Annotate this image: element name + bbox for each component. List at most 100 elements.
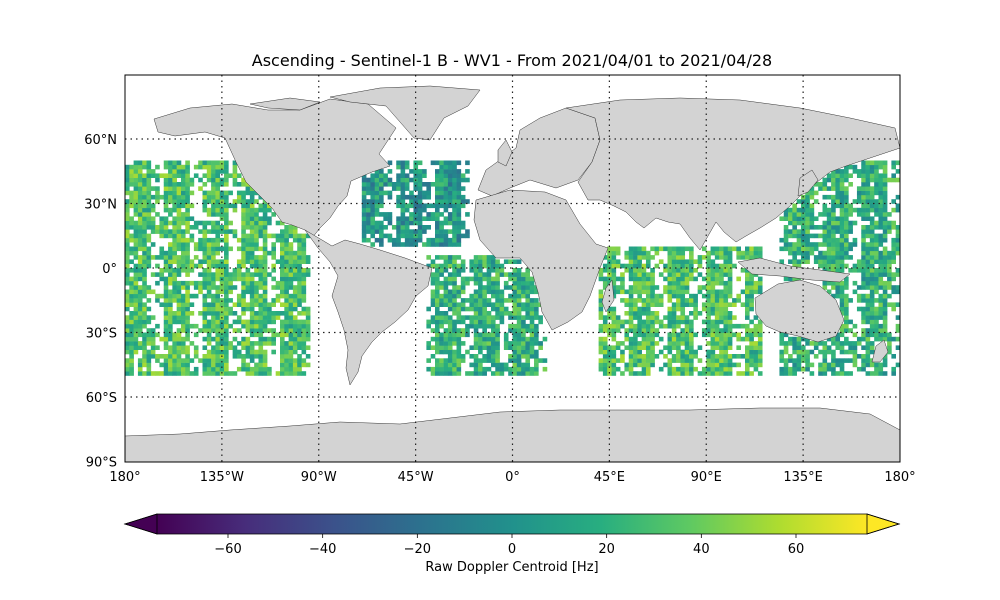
lon-tick-label: 180° [109, 470, 140, 485]
heatmap-cell [452, 366, 457, 372]
heatmap-cell [258, 272, 264, 277]
heatmap-cell [482, 255, 487, 260]
heatmap-cell [176, 194, 182, 200]
heatmap-cell [142, 371, 147, 376]
heatmap-cell [745, 345, 750, 350]
heatmap-cell [727, 336, 733, 342]
heatmap-cell [869, 306, 875, 312]
heatmap-cell [413, 220, 419, 226]
heatmap-cell [202, 233, 208, 239]
heatmap-cell [667, 255, 673, 260]
heatmap-cell [745, 272, 750, 277]
heatmap-cell [633, 315, 638, 320]
heatmap-cell [869, 315, 875, 320]
heatmap-cell [874, 246, 879, 252]
heatmap-cell [460, 259, 466, 264]
heatmap-cell [676, 336, 681, 342]
heatmap-cell [133, 315, 139, 320]
heatmap-cell [383, 173, 388, 178]
heatmap-cell [831, 182, 836, 187]
heatmap-cell [280, 358, 285, 363]
heatmap-cell [168, 272, 173, 277]
heatmap-cell [185, 250, 190, 256]
heatmap-cell [478, 289, 483, 295]
heatmap-cell [844, 280, 849, 286]
heatmap-cell [271, 319, 276, 325]
heatmap-cell [280, 349, 285, 355]
heatmap-cell [280, 246, 285, 252]
heatmap-cell [469, 302, 475, 307]
heatmap-cell [262, 328, 268, 333]
heatmap-cell [783, 246, 789, 252]
heatmap-cell [439, 203, 444, 209]
heatmap-cell [280, 237, 285, 243]
heatmap-cell [818, 349, 823, 355]
heatmap-cell [249, 358, 255, 363]
heatmap-cell [697, 259, 703, 264]
heatmap-cell [490, 263, 496, 269]
heatmap-cell [861, 207, 866, 213]
heatmap-cell [258, 319, 264, 325]
heatmap-cell [413, 186, 419, 191]
heatmap-cell [258, 345, 264, 350]
heatmap-cell [611, 255, 617, 260]
heatmap-cell [835, 229, 841, 234]
heatmap-cell [159, 371, 165, 376]
heatmap-cell [163, 358, 169, 363]
heatmap-cell [168, 173, 173, 178]
heatmap-cell [129, 225, 134, 230]
heatmap-cell [826, 233, 832, 239]
heatmap-cell [370, 242, 376, 247]
heatmap-cell [435, 323, 440, 329]
heatmap-cell [723, 272, 729, 277]
heatmap-cell [133, 250, 139, 256]
heatmap-cell [224, 268, 229, 273]
heatmap-cell [525, 268, 531, 273]
heatmap-cell [689, 362, 694, 368]
heatmap-cell [865, 328, 871, 333]
heatmap-cell [206, 194, 212, 200]
heatmap-cell [826, 207, 832, 213]
heatmap-cell [137, 160, 143, 166]
heatmap-cell [779, 332, 785, 338]
heatmap-cell [818, 259, 823, 264]
heatmap-cell [831, 341, 836, 346]
heatmap-cell [245, 323, 251, 329]
heatmap-cell [202, 336, 208, 342]
heatmap-cell [628, 336, 634, 342]
heatmap-cell [202, 323, 208, 329]
heatmap-cell [249, 349, 255, 355]
heatmap-cell [525, 362, 531, 368]
heatmap-cell [163, 366, 169, 372]
heatmap-cell [645, 371, 651, 376]
heatmap-cell [379, 242, 384, 247]
heatmap-cell [495, 276, 500, 282]
heatmap-cell [796, 345, 802, 350]
heatmap-cell [396, 225, 401, 230]
heatmap-cell [525, 293, 531, 299]
heatmap-cell [706, 306, 711, 312]
heatmap-cell [206, 229, 212, 234]
heatmap-cell [456, 358, 462, 363]
heatmap-cell [624, 298, 630, 303]
heatmap-cell [727, 366, 733, 372]
heatmap-cell [172, 182, 177, 187]
heatmap-cell [133, 298, 139, 303]
heatmap-cell [176, 341, 182, 346]
heatmap-cell [168, 328, 173, 333]
heatmap-cell [129, 194, 134, 200]
heatmap-cell [633, 349, 638, 355]
heatmap-cell [275, 311, 281, 316]
heatmap-cell [180, 263, 186, 269]
heatmap-cell [878, 371, 884, 376]
heatmap-cell [529, 323, 535, 329]
heatmap-cell [706, 362, 711, 368]
heatmap-cell [262, 255, 268, 260]
heatmap-cell [641, 280, 647, 286]
heatmap-cell [792, 225, 797, 230]
heatmap-cell [800, 250, 806, 256]
heatmap-cell [224, 272, 229, 277]
heatmap-cell [452, 332, 457, 338]
heatmap-cell [874, 315, 879, 320]
heatmap-cell [633, 354, 638, 359]
